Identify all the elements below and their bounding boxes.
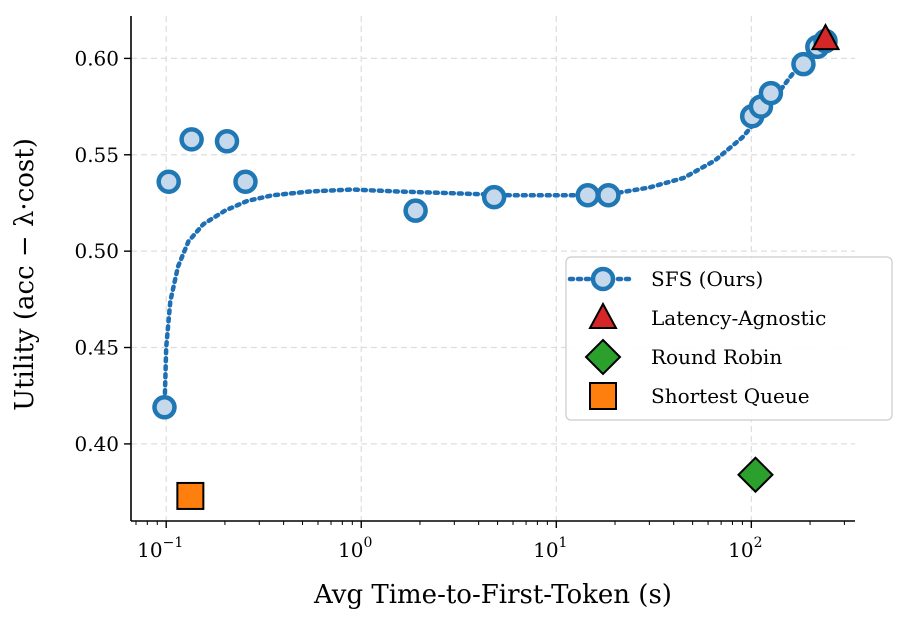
axes — [130, 16, 855, 522]
y-tick-label: 0.40 — [74, 432, 119, 456]
data-point-circle — [156, 169, 181, 195]
legend-marker-square — [589, 382, 617, 410]
data-point-circle — [791, 51, 816, 77]
data-point-circle — [233, 169, 258, 195]
legend-label: SFS (Ours) — [651, 267, 763, 291]
fit-curve-layer — [162, 36, 826, 412]
data-point-circle — [596, 183, 621, 208]
data-point-circle — [758, 80, 784, 106]
y-tick-label: 0.55 — [74, 143, 119, 167]
data-point-circle — [214, 129, 240, 154]
x-tick-label: 100 — [338, 535, 372, 562]
sfs-fit-curve — [162, 36, 826, 412]
y-tick-label: 0.45 — [74, 336, 119, 360]
data-point-circle — [179, 127, 204, 152]
data-point-square — [176, 481, 205, 510]
legend-label: Round Robin — [651, 345, 782, 369]
x-tick-label: 10−1 — [137, 535, 183, 562]
data-point-circle — [152, 395, 177, 420]
data-point-circle — [575, 183, 601, 208]
data-point-triangle — [810, 23, 841, 51]
y-tick-label: 0.60 — [74, 46, 119, 70]
legend-marker-diamond — [584, 338, 622, 376]
data-point-circle — [481, 184, 507, 210]
data-points-layer — [152, 23, 841, 510]
legend-box — [565, 256, 893, 421]
x-tick-label: 102 — [728, 535, 762, 562]
y-tick-label: 0.50 — [74, 239, 119, 263]
legend-label: Latency-Agnostic — [651, 306, 826, 330]
legend-marker-circle — [590, 266, 616, 292]
x-tick-label: 101 — [533, 535, 567, 562]
data-point-diamond — [737, 456, 774, 494]
legend: SFS (Ours) Latency-Agnostic Round Robin Sho… — [565, 256, 893, 421]
legend-marker-triangle — [588, 301, 618, 329]
tick-layer: 0.40 0.45 0.50 0.55 0.60 10−1 100 101 102 — [74, 46, 845, 562]
legend-label: Shortest Queue — [651, 384, 810, 408]
data-point-circle — [403, 198, 428, 223]
y-axis-label: Utility (acc − λ·cost) — [10, 138, 40, 411]
x-axis-label: Avg Time-to-First-Token (s) — [313, 580, 672, 610]
